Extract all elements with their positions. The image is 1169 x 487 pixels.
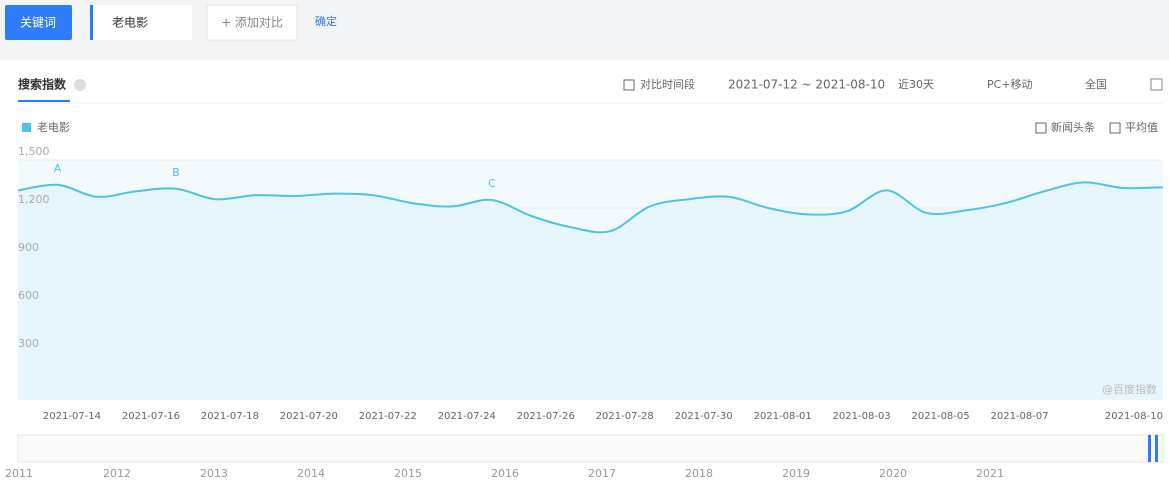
year-label: 2021 (976, 467, 1004, 480)
y-tick-label: 1,500 (18, 145, 50, 158)
x-tick-label: 2021-07-16 (122, 411, 180, 422)
annotation: B (172, 166, 180, 179)
line (17, 181, 1164, 234)
confirm[interactable]: 确定 (315, 14, 337, 28)
add-compare-label[interactable]: + 添加对比 (221, 16, 283, 30)
year-label: 2015 (394, 467, 422, 480)
device[interactable]: PC+移动 (987, 78, 1033, 91)
date-range[interactable]: 2021-07-12 ~ 2021-08-10 (728, 78, 885, 92)
year-label: 2013 (200, 467, 228, 480)
year-label: 2017 (588, 467, 616, 480)
year-label: 2011 (5, 467, 33, 480)
checkbox[interactable] (623, 79, 635, 91)
handle[interactable] (1155, 435, 1158, 462)
period[interactable]: 近30天 (898, 78, 934, 91)
news[interactable]: 新闻头条 (1051, 120, 1095, 134)
x-tick-label: 2021-08-07 (990, 411, 1048, 422)
x-tick-label: 2021-08-10 (1105, 411, 1163, 422)
area-fill (18, 182, 1163, 400)
year-label: 2020 (879, 467, 907, 480)
x-tick-label: 2021-07-18 (201, 411, 259, 422)
keyword-tab[interactable] (5, 5, 72, 40)
export-icon[interactable] (1150, 78, 1163, 91)
keyword[interactable]: 老电影 (112, 16, 148, 30)
checkbox-checked[interactable] (1035, 122, 1047, 134)
x-tick-label: 2021-07-26 (517, 411, 575, 422)
annotation: C (488, 177, 496, 190)
x-tick-label: 2021-07-20 (280, 411, 338, 422)
average[interactable]: 平均值 (1125, 121, 1158, 134)
y-tick-label: 900 (18, 241, 39, 254)
y-tick-label: 600 (18, 289, 39, 302)
keyword-accent (90, 5, 93, 40)
y-tick-label: 300 (18, 337, 39, 350)
toolbar-bg (0, 0, 1169, 60)
compare-period[interactable]: 对比时间段 (640, 77, 695, 91)
navigator[interactable] (17, 434, 1164, 463)
watermark: @百度指数 (1102, 382, 1157, 396)
y-tick-label: 1,200 (18, 193, 50, 206)
keyword-box[interactable] (90, 5, 192, 40)
year-label: 2016 (491, 467, 519, 480)
year-label: 2012 (103, 467, 131, 480)
x-tick-label: 2021-07-24 (438, 411, 496, 422)
help-icon[interactable] (74, 79, 86, 91)
year-label: 2019 (782, 467, 810, 480)
x-tick-label: 2021-07-28 (596, 411, 654, 422)
legend-label[interactable]: 老电影 (37, 121, 70, 134)
year-label: 2014 (297, 467, 325, 480)
year-label: 2018 (685, 467, 713, 480)
legend-swatch (22, 123, 31, 132)
x-tick-label: 2021-08-03 (833, 411, 891, 422)
handle[interactable] (1148, 435, 1151, 462)
annotation: A (54, 162, 62, 175)
x-tick-label: 2021-07-22 (359, 411, 417, 422)
keyword-tab-label[interactable]: 关键词 (20, 16, 56, 30)
x-tick-label: 2021-07-14 (43, 411, 101, 422)
add-compare[interactable] (206, 4, 298, 41)
checkbox[interactable] (1109, 122, 1121, 134)
region[interactable]: 全国 (1085, 77, 1107, 91)
x-tick-label: 2021-08-01 (754, 411, 812, 422)
x-tick-label: 2021-08-05 (912, 411, 970, 422)
tab[interactable]: 搜索指数 (18, 77, 67, 92)
tab-underline (18, 100, 70, 102)
x-tick-label: 2021-07-30 (675, 411, 733, 422)
